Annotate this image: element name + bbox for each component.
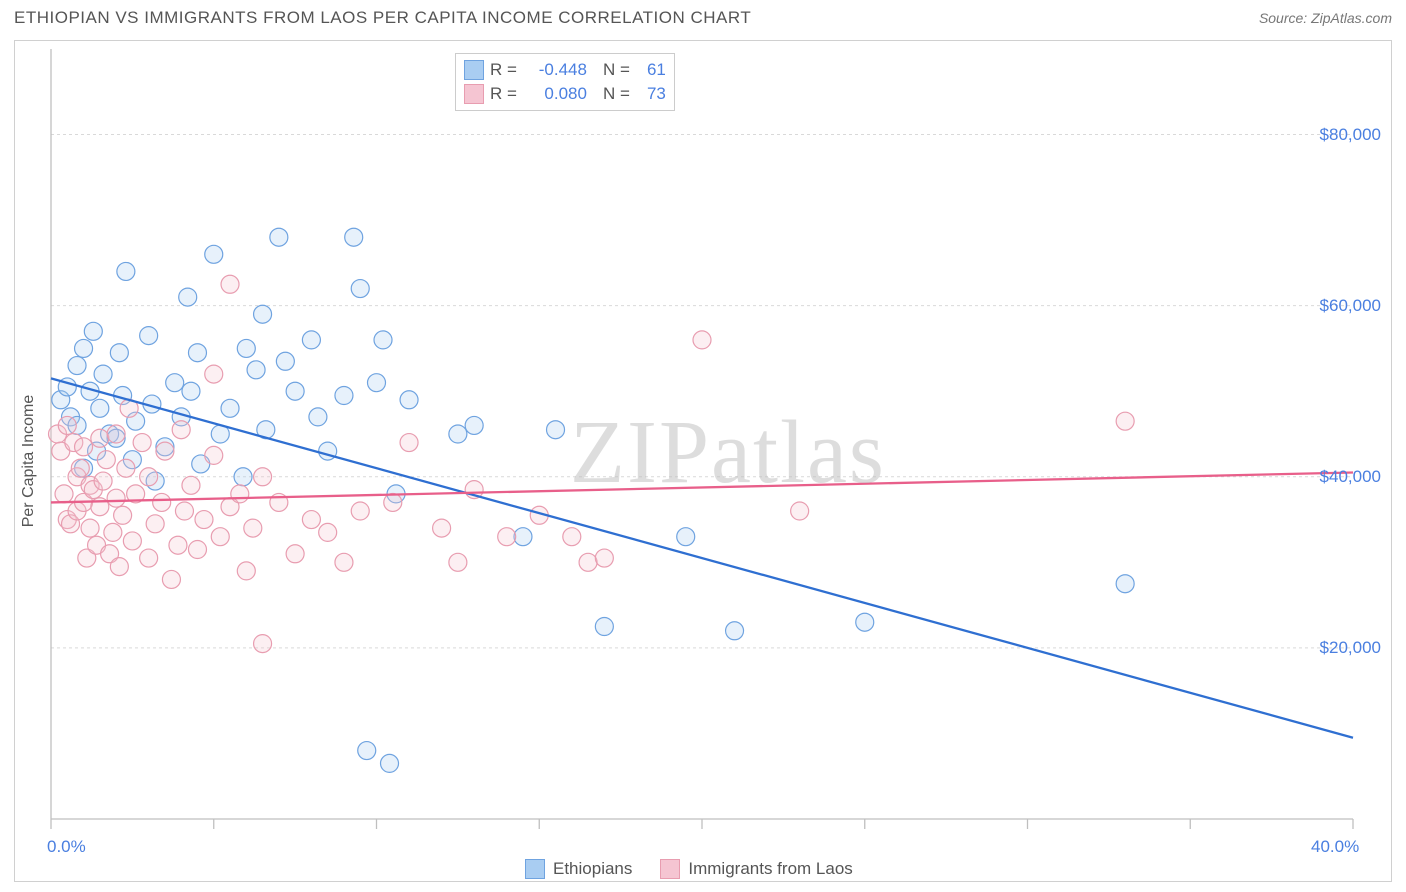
chart-container: Per Capita Income ZIPatlas R =-0.448N =6… (14, 40, 1392, 882)
source-label: Source: (1259, 10, 1311, 26)
y-tick-label: $40,000 (1320, 467, 1381, 487)
legend-stat-row: R =-0.448 N =61 (464, 58, 666, 82)
scatter-chart (15, 41, 1393, 883)
y-tick-label: $60,000 (1320, 296, 1381, 316)
legend-label: Ethiopians (553, 859, 632, 879)
legend-swatch (464, 60, 484, 80)
n-value: 61 (636, 58, 666, 82)
legend-item: Ethiopians (525, 859, 632, 879)
source-credit: Source: ZipAtlas.com (1259, 10, 1392, 26)
x-tick-label: 0.0% (47, 837, 86, 857)
legend-swatch (525, 859, 545, 879)
y-tick-label: $80,000 (1320, 125, 1381, 145)
n-label: N = (603, 58, 630, 82)
legend-swatch (464, 84, 484, 104)
x-tick-label: 40.0% (1311, 837, 1359, 857)
r-value: -0.448 (523, 58, 587, 82)
source-name: ZipAtlas.com (1311, 10, 1392, 26)
r-label: R = (490, 58, 517, 82)
n-value: 73 (636, 82, 666, 106)
legend-swatch (660, 859, 680, 879)
r-value: 0.080 (523, 82, 587, 106)
n-label: N = (603, 82, 630, 106)
legend-item: Immigrants from Laos (660, 859, 852, 879)
title-bar: ETHIOPIAN VS IMMIGRANTS FROM LAOS PER CA… (0, 0, 1406, 28)
y-tick-label: $20,000 (1320, 638, 1381, 658)
r-label: R = (490, 82, 517, 106)
series-legend: Ethiopians Immigrants from Laos (525, 859, 853, 879)
chart-title: ETHIOPIAN VS IMMIGRANTS FROM LAOS PER CA… (14, 8, 751, 28)
legend-stat-row: R =0.080 N =73 (464, 82, 666, 106)
y-axis-label: Per Capita Income (20, 395, 38, 528)
correlation-legend: R =-0.448 N =61 R =0.080 N =73 (455, 53, 675, 111)
legend-label: Immigrants from Laos (688, 859, 852, 879)
